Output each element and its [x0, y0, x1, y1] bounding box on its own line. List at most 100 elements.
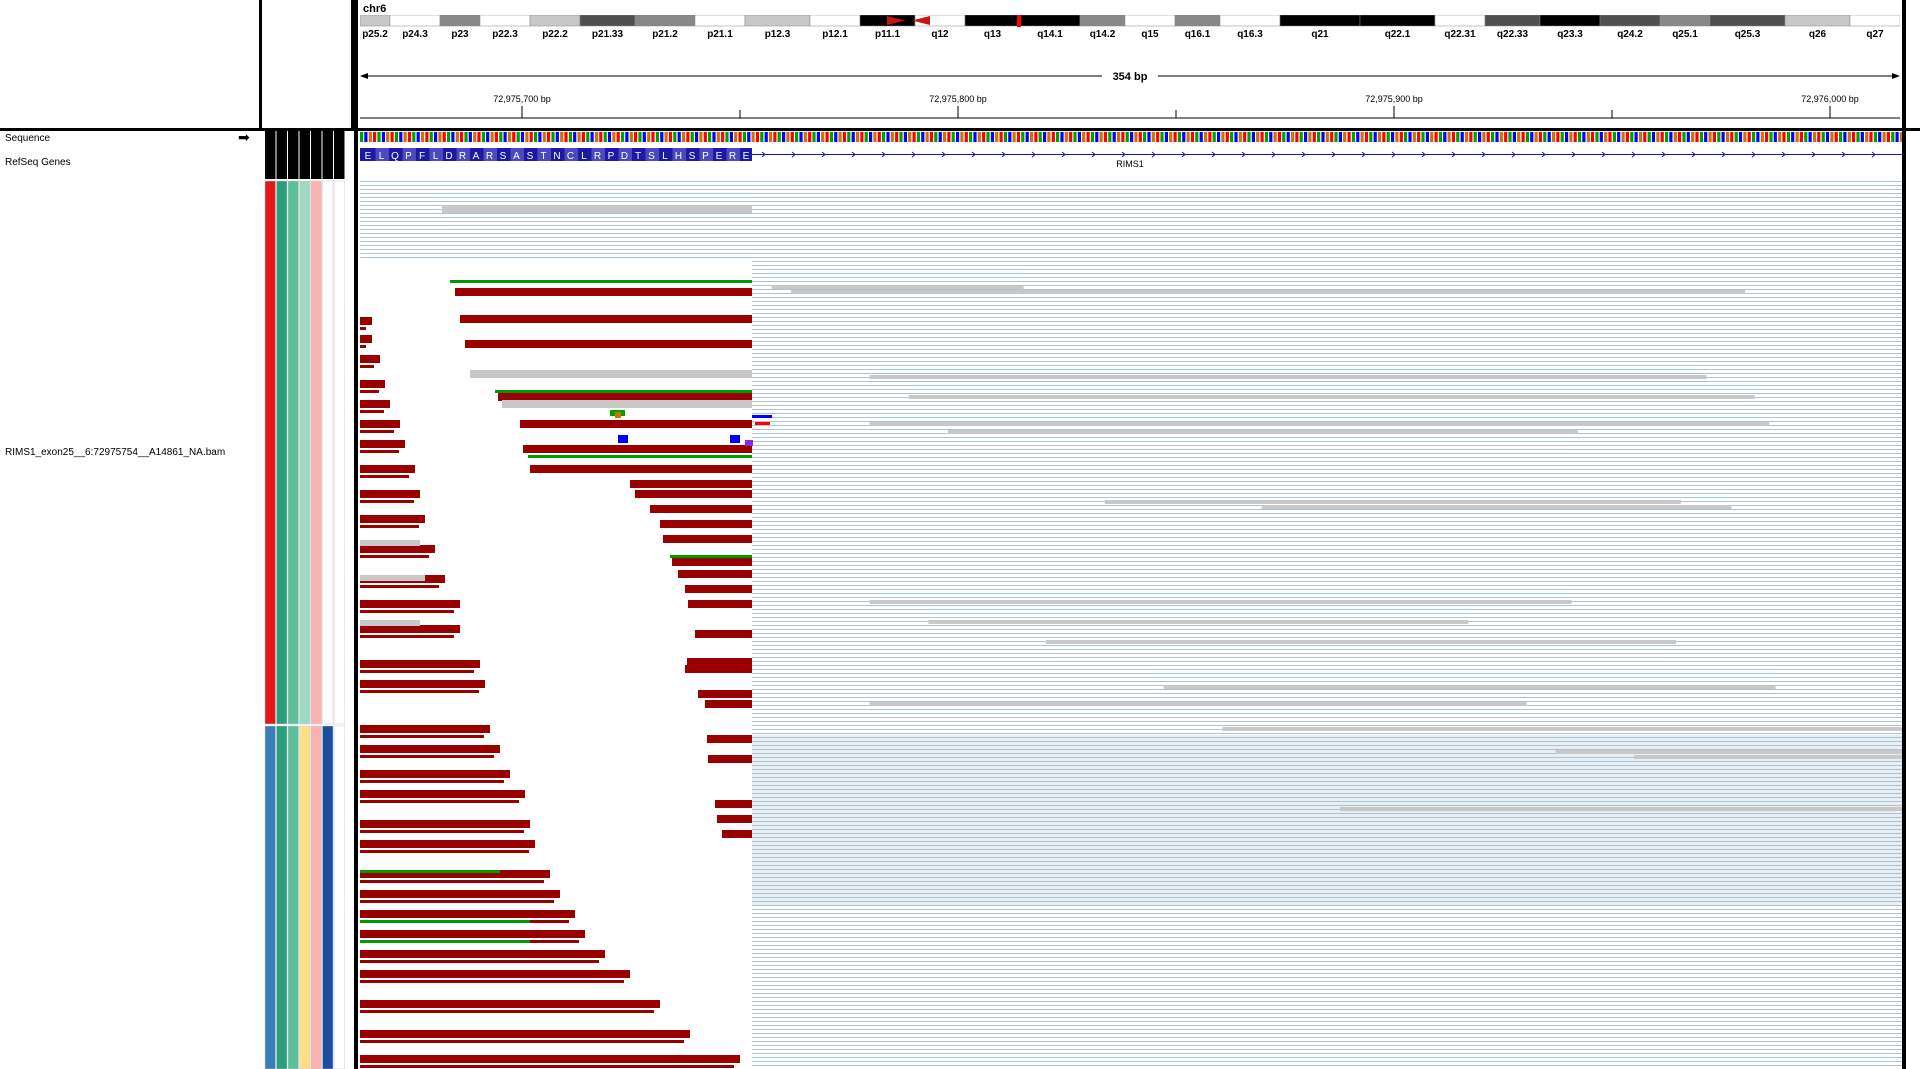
sequence-track[interactable] [360, 132, 1902, 142]
aligned-read[interactable] [360, 490, 420, 498]
aligned-read[interactable] [360, 690, 479, 693]
aligned-read[interactable] [360, 380, 385, 388]
aligned-read[interactable] [360, 465, 415, 473]
aligned-read[interactable] [360, 440, 405, 448]
aligned-read[interactable] [360, 780, 504, 783]
aligned-read[interactable] [360, 900, 554, 903]
aligned-read[interactable] [688, 600, 752, 608]
ideogram-band[interactable] [744, 15, 811, 27]
aligned-read[interactable] [360, 960, 599, 963]
aligned-read[interactable] [360, 355, 380, 363]
ideogram-band[interactable] [1484, 15, 1541, 27]
aligned-read[interactable] [1634, 755, 1902, 759]
attribute-cell[interactable] [276, 180, 288, 725]
aligned-read[interactable] [360, 575, 425, 581]
aligned-read[interactable] [618, 435, 628, 443]
attribute-cell[interactable] [310, 180, 322, 725]
aligned-read[interactable] [630, 480, 752, 488]
aligned-read[interactable] [465, 340, 752, 348]
attribute-cell[interactable] [299, 725, 311, 1069]
strand-arrow-icon[interactable]: ➡ [238, 129, 250, 145]
aligned-read[interactable] [360, 400, 390, 408]
aligned-read[interactable] [360, 625, 460, 633]
aligned-read[interactable] [360, 870, 500, 873]
attribute-header-cell[interactable] [311, 131, 322, 179]
aligned-read[interactable] [360, 830, 524, 833]
aligned-read[interactable] [470, 370, 752, 378]
aligned-read[interactable] [928, 620, 1469, 624]
aligned-read[interactable] [1046, 640, 1676, 644]
aligned-read[interactable] [752, 415, 772, 418]
aligned-read[interactable] [360, 820, 530, 828]
aligned-read[interactable] [745, 440, 753, 446]
aligned-read[interactable] [360, 840, 535, 848]
aligned-read[interactable] [1163, 685, 1776, 689]
aligned-read[interactable] [498, 393, 752, 401]
attribute-header-cell[interactable] [299, 131, 311, 179]
aligned-read[interactable] [715, 800, 752, 808]
attribute-cell[interactable] [322, 180, 334, 725]
aligned-read[interactable] [360, 420, 400, 428]
aligned-read[interactable] [360, 430, 394, 433]
attribute-header-cell[interactable] [276, 131, 288, 179]
ideogram-band[interactable] [1709, 15, 1786, 27]
aligned-read[interactable] [360, 635, 454, 638]
aligned-read[interactable] [360, 790, 525, 798]
ideogram-band[interactable] [1359, 15, 1436, 27]
attribute-cell[interactable] [333, 180, 345, 725]
ideogram-band[interactable] [360, 15, 391, 27]
aligned-read[interactable] [360, 1010, 654, 1013]
aligned-read[interactable] [360, 1065, 734, 1068]
ideogram-band[interactable] [634, 15, 696, 27]
aligned-read[interactable] [360, 555, 429, 558]
aligned-read[interactable] [442, 205, 752, 213]
attribute-cell[interactable] [287, 725, 299, 1069]
sequence-track-name[interactable]: Sequence [5, 133, 51, 144]
aligned-read[interactable] [755, 422, 770, 425]
aligned-read[interactable] [1222, 727, 1902, 731]
aligned-read[interactable] [948, 430, 1578, 434]
aligned-read[interactable] [1340, 807, 1902, 811]
aligned-read[interactable] [1555, 750, 1902, 754]
attribute-header-cell[interactable] [334, 131, 345, 179]
aligned-read[interactable] [670, 555, 752, 558]
aligned-read[interactable] [360, 670, 474, 673]
ideogram-band[interactable] [964, 15, 1021, 27]
aligned-read[interactable] [360, 890, 560, 898]
aligned-read[interactable] [730, 435, 740, 443]
aligned-read[interactable] [528, 455, 752, 458]
aligned-read[interactable] [1261, 505, 1732, 509]
ideogram-band[interactable] [1219, 15, 1281, 27]
aligned-read[interactable] [635, 490, 752, 498]
ideogram-band[interactable] [479, 15, 531, 27]
alignment-track[interactable] [360, 180, 1902, 1069]
aligned-read[interactable] [722, 830, 752, 838]
aligned-read[interactable] [791, 290, 1746, 294]
ideogram-band[interactable] [1174, 15, 1221, 27]
aligned-read[interactable] [869, 600, 1572, 604]
aligned-read[interactable] [450, 280, 752, 283]
aligned-read[interactable] [707, 735, 752, 743]
aligned-read[interactable] [360, 390, 379, 393]
aligned-read[interactable] [360, 755, 494, 758]
aligned-read[interactable] [360, 525, 419, 528]
ideogram-band[interactable] [694, 15, 746, 27]
aligned-read[interactable] [705, 700, 752, 708]
ideogram-band[interactable] [1019, 15, 1081, 27]
attribute-cell[interactable] [264, 180, 276, 725]
refseq-track-name[interactable]: RefSeq Genes [5, 157, 71, 168]
aligned-read[interactable] [1085, 422, 1770, 426]
aligned-read[interactable] [685, 585, 752, 593]
attribute-cell[interactable] [310, 725, 322, 1069]
aligned-read[interactable] [360, 940, 530, 943]
aligned-read[interactable] [360, 850, 529, 853]
attribute-header-cell[interactable] [265, 131, 276, 179]
ideogram-band[interactable] [579, 15, 636, 27]
aligned-read[interactable] [695, 630, 752, 638]
aligned-read[interactable] [708, 755, 752, 763]
attribute-cell[interactable] [276, 725, 288, 1069]
aligned-read[interactable] [687, 658, 752, 666]
aligned-read[interactable] [360, 680, 485, 688]
aligned-read[interactable] [360, 1030, 690, 1038]
